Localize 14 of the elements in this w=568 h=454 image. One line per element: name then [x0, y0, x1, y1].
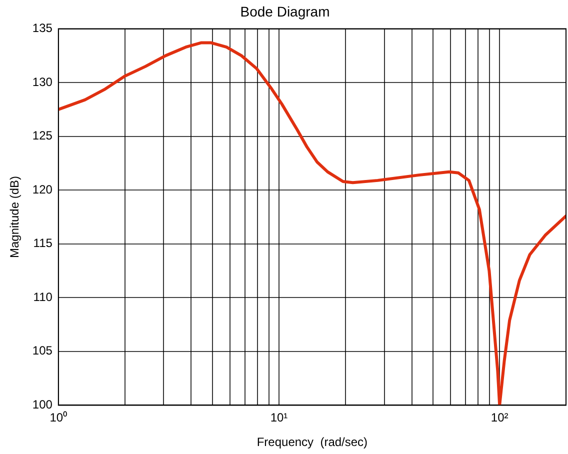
- y-tick-label: 120: [32, 182, 53, 196]
- x-axis-title: Frequency (rad/sec): [256, 435, 368, 450]
- y-tick-label: 100: [32, 398, 53, 412]
- y-tick-label: 110: [33, 290, 53, 304]
- x-tick-label: 10²: [490, 410, 508, 425]
- y-tick-label: 125: [32, 128, 53, 143]
- y-tick-label: 135: [32, 21, 53, 36]
- y-axis-title: Magnitude (dB): [8, 176, 22, 258]
- chart-title: Bode Diagram: [240, 3, 330, 20]
- y-tick-label: 115: [33, 236, 53, 250]
- x-tick-label: 10¹: [270, 410, 288, 425]
- y-tick-label: 130: [32, 74, 53, 89]
- x-tick-label: 10⁰: [50, 410, 68, 425]
- y-tick-label: 105: [32, 344, 53, 358]
